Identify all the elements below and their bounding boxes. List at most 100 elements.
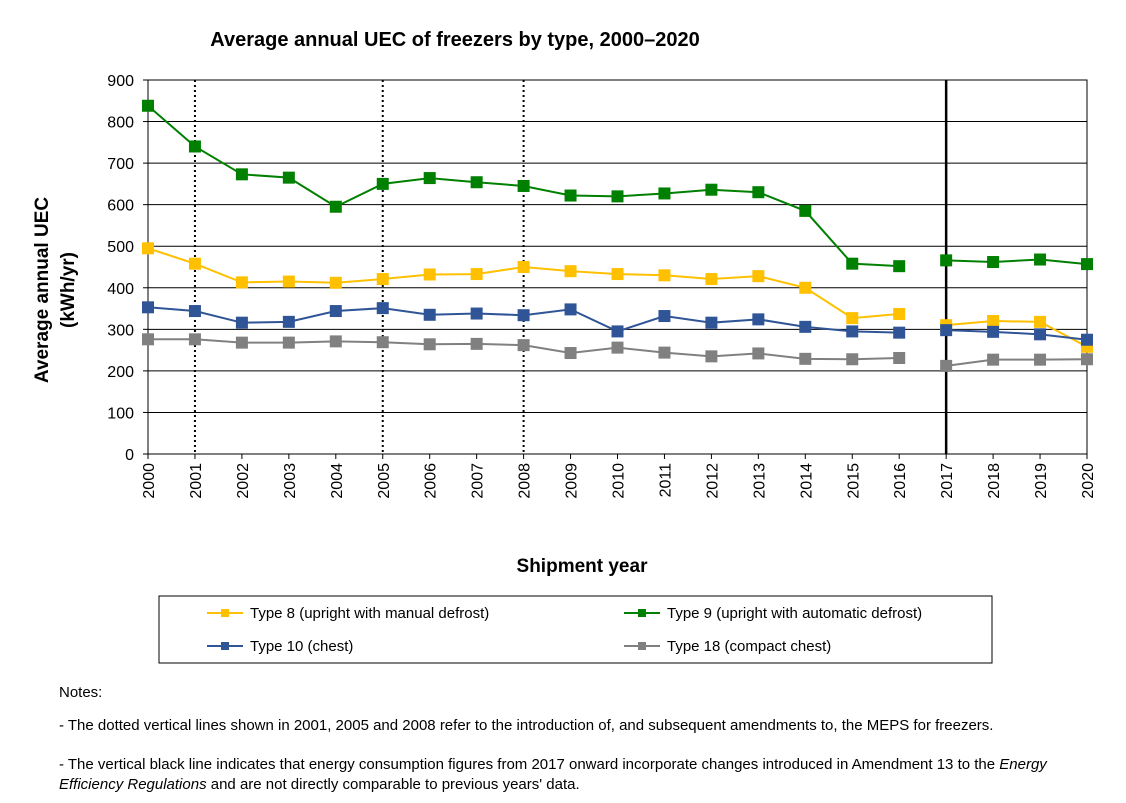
type-10-point [329, 305, 342, 318]
x-tick-label: 2004 [329, 463, 346, 499]
type-8-legend-label: Type 8 (upright with manual defrost) [250, 605, 489, 622]
note-amendment-line: - The vertical black line indicates that… [59, 755, 1109, 795]
type-18-point [611, 341, 624, 354]
type-10-point [188, 305, 201, 318]
y-tick-label: 0 [125, 447, 134, 464]
type-18-point [705, 350, 718, 363]
x-tick-label: 2005 [376, 463, 393, 499]
note-amendment-text-end: and are not directly comparable to previ… [206, 776, 580, 793]
type-8-point [329, 276, 342, 289]
type-9-legend-marker [638, 609, 646, 617]
type-8-point [470, 268, 483, 281]
type-10-point [376, 302, 389, 315]
type-8-series [142, 242, 1093, 353]
x-tick-label: 2017 [939, 463, 956, 499]
axes: 0 100 200 300 400 500 600 700 800 900 2000 2001 2002… [107, 73, 1097, 499]
type-9-point [987, 256, 1000, 269]
type-10-point [282, 315, 295, 328]
type-9-point [1081, 258, 1093, 271]
type-8-point [611, 268, 624, 281]
type-10-legend-marker [221, 642, 229, 650]
type-18-point [329, 335, 342, 348]
type-9-series [142, 99, 1093, 273]
type-10-point [799, 320, 812, 333]
notes: Notes: - The dotted vertical lines shown… [59, 683, 1109, 795]
type-9-point [611, 190, 624, 203]
x-tick-label: 2014 [798, 463, 815, 499]
type-9-point [282, 171, 295, 184]
x-tick-label: 2001 [188, 463, 205, 499]
type-18-point [846, 353, 859, 366]
chart-title: Average annual UEC of freezers by type, … [210, 29, 700, 51]
type-18-legend-label: Type 18 (compact chest) [667, 638, 831, 655]
type-9-point [376, 177, 389, 190]
type-8-point [376, 273, 389, 286]
type-10-point [705, 316, 718, 329]
type-8-point [235, 276, 248, 289]
type-9-point [940, 254, 953, 267]
type-9-point [470, 176, 483, 189]
y-tick-label: 600 [107, 198, 134, 215]
type-8-point [517, 261, 530, 273]
type-9-point [893, 260, 906, 273]
type-9-point [564, 189, 577, 202]
x-tick-label: 2009 [564, 463, 581, 499]
x-tick-label: 2019 [1033, 463, 1050, 499]
x-tick-label: 2008 [517, 463, 534, 499]
type-8-point [799, 281, 812, 294]
type-8-point [282, 275, 295, 288]
x-tick-label: 2016 [892, 463, 909, 499]
x-tick-label: 2010 [611, 463, 628, 499]
type-18-line [946, 358, 1088, 367]
type-18-point [188, 333, 201, 346]
type-10-series [142, 301, 1093, 346]
series-layer [142, 99, 1093, 372]
type-18-point [940, 359, 953, 372]
type-10-point [611, 325, 624, 338]
type-9-point [658, 187, 671, 200]
x-tick-label: 2011 [657, 463, 674, 498]
type-8-point [658, 269, 671, 282]
type-9-point [329, 200, 342, 213]
y-tick-label: 900 [107, 73, 134, 90]
type-18-point [423, 338, 436, 351]
type-10-point [1081, 333, 1093, 346]
type-10-point [470, 307, 483, 320]
y-tick-label: 300 [107, 322, 134, 339]
note-regulations-title: Energy Efficiency Regulations [59, 756, 1047, 793]
type-18-point [376, 336, 389, 349]
type-18-point [142, 333, 154, 346]
type-18-point [235, 336, 248, 349]
type-10-point [893, 326, 906, 339]
type-18-point [1081, 353, 1093, 366]
type-18-point [799, 352, 812, 365]
legend: Type 8 (upright with manual defrost) Type… [158, 595, 993, 664]
type-8-point [1034, 315, 1047, 328]
type-18-point [470, 337, 483, 350]
type-8-point [188, 257, 201, 270]
type-9-point [517, 179, 530, 192]
type-9-legend-label: Type 9 (upright with automatic defrost) [667, 605, 922, 622]
type-9-point [846, 257, 859, 270]
x-tick-label: 2012 [704, 463, 721, 499]
type-9-point [188, 140, 201, 153]
y-tick-label: 100 [107, 405, 134, 422]
type-9-point [423, 172, 436, 185]
type-10-point [423, 308, 436, 321]
type-8-point [893, 307, 906, 320]
type-8-point [564, 265, 577, 278]
type-18-point [564, 347, 577, 360]
type-10-legend-label: Type 10 (chest) [250, 638, 353, 655]
x-tick-label: 2020 [1080, 463, 1097, 499]
type-8-point [423, 268, 436, 281]
type-18-point [1034, 353, 1047, 366]
type-10-point [564, 303, 577, 316]
type-18-point [752, 347, 765, 360]
x-tick-label: 2018 [986, 463, 1003, 499]
note-meps-lines: - The dotted vertical lines shown in 200… [59, 717, 994, 734]
type-10-point [940, 324, 953, 337]
type-9-point [799, 204, 812, 217]
type-18-point [282, 336, 295, 349]
type-18-legend-marker [638, 642, 646, 650]
note-amendment-text-start: - The vertical black line indicates that… [59, 756, 1000, 773]
